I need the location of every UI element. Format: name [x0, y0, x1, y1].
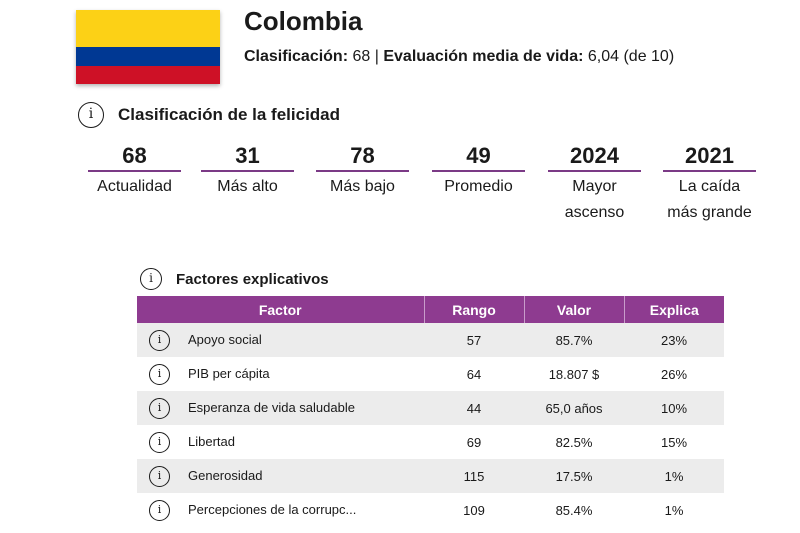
value-cell: 17.5%	[524, 459, 624, 493]
factor-name: Apoyo social	[188, 331, 262, 347]
factor-cell: i Libertad	[137, 425, 424, 459]
value-cell: 18.807 $	[548, 366, 600, 382]
explains-cell: 26%	[660, 366, 688, 382]
info-icon[interactable]: i	[78, 102, 104, 128]
table-row: i Esperanza de vida saludable 44 65,0 año…	[137, 391, 724, 425]
stat-biggest-rise: 2024 Mayor ascenso	[548, 142, 641, 226]
factor-name: Libertad	[188, 433, 235, 449]
rank-cell: 64	[466, 366, 482, 382]
factor-name: PIB per cápita	[188, 365, 270, 381]
country-title: Colombia	[244, 6, 363, 36]
column-header-value: Valor	[523, 296, 624, 323]
factor-name: Generosidad	[188, 467, 263, 483]
rank-cell: 69	[466, 434, 482, 450]
explains-cell: 23%	[624, 323, 724, 357]
value-cell: 82.5%	[555, 434, 593, 450]
colombia-flag	[76, 10, 220, 84]
country-summary: Clasificación: 68 | Evaluación media de …	[244, 48, 675, 65]
table-row: i Libertad 69 82.5% 15%	[137, 425, 724, 459]
explains-cell: 15%	[660, 434, 688, 450]
factor-cell: i Percepciones de la corrupc...	[137, 493, 424, 527]
rank-cell: 115	[424, 459, 524, 493]
stat-biggest-drop: 2021 La caída más grande	[663, 142, 756, 226]
info-icon[interactable]: i	[149, 363, 170, 385]
happiness-heading: i Clasificación de la felicidad	[78, 102, 340, 128]
factor-name: Esperanza de vida saludable	[188, 399, 355, 415]
rank-cell: 44	[424, 391, 524, 425]
table-row: i Generosidad 115 17.5% 1%	[137, 459, 724, 493]
rank-cell: 109	[463, 502, 485, 518]
explains-cell: 10%	[624, 391, 724, 425]
table-row: i Apoyo social 57 85.7% 23%	[137, 323, 724, 357]
factor-cell: i Apoyo social	[137, 323, 424, 357]
stat-average: 49 Promedio	[432, 142, 525, 200]
rank-cell: 57	[424, 323, 524, 357]
factor-name: Percepciones de la corrupc...	[188, 501, 357, 517]
info-icon[interactable]: i	[149, 329, 170, 351]
table-row: i Percepciones de la corrupc... 109 85.4%…	[137, 493, 724, 527]
stat-lowest: 78 Más bajo	[316, 142, 409, 200]
value-cell: 65,0 años	[524, 391, 624, 425]
info-icon[interactable]: i	[149, 499, 170, 521]
stat-current: 68 Actualidad	[88, 142, 181, 200]
explains-cell: 1%	[624, 459, 724, 493]
factor-cell: i Esperanza de vida saludable	[137, 391, 424, 425]
factors-table: Factor Rango Valor Explica i Apoyo social…	[137, 296, 724, 527]
info-icon[interactable]: i	[149, 431, 170, 453]
factors-heading: i Factores explicativos	[140, 268, 329, 290]
column-header-explains: Explica	[623, 296, 724, 323]
explains-cell: 1%	[664, 502, 684, 518]
factor-cell: i Generosidad	[137, 459, 424, 493]
stat-highest: 31 Más alto	[201, 142, 294, 200]
info-icon[interactable]: i	[140, 268, 162, 290]
info-icon[interactable]: i	[149, 397, 170, 419]
column-header-factor: Factor	[137, 296, 424, 323]
info-icon[interactable]: i	[149, 465, 170, 487]
column-header-rank: Rango	[423, 296, 524, 323]
value-cell: 85.4%	[555, 502, 593, 518]
factor-cell: i PIB per cápita	[137, 357, 424, 391]
value-cell: 85.7%	[524, 323, 624, 357]
table-row: i PIB per cápita 64 18.807 $ 26%	[137, 357, 724, 391]
